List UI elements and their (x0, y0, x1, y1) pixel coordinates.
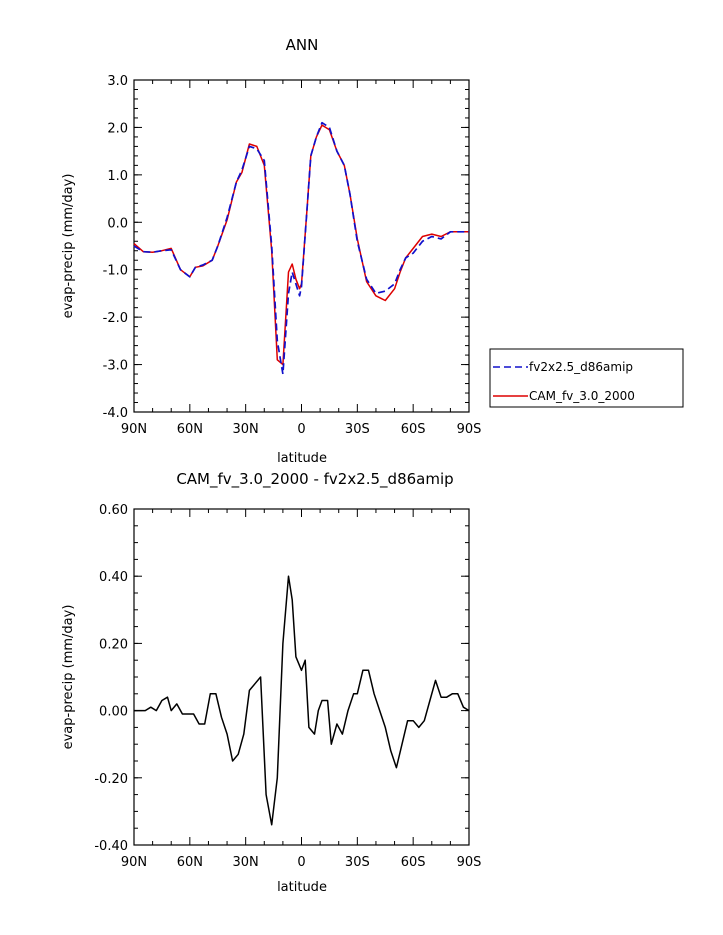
bottom-x-tick-label: 60S (401, 855, 426, 870)
top-y-axis-title: evap-precip (mm/day) (61, 174, 76, 319)
top-chart-title: ANN (286, 36, 319, 54)
top-y-tick-label: 2.0 (107, 121, 128, 136)
top-y-tick-label: 0.0 (107, 216, 128, 231)
series-line-bottom-difference (134, 575, 470, 826)
bottom-y-axis-title: evap-precip (mm/day) (61, 605, 76, 750)
top-y-tick-label: -3.0 (103, 359, 128, 374)
bottom-x-tick-label: 30N (233, 855, 259, 870)
bottom-x-tick-label: 90N (121, 855, 147, 870)
top-x-tick-label: 90S (457, 422, 482, 437)
bottom-x-tick-label: 90S (457, 855, 482, 870)
top-series (133, 121, 469, 375)
top-y-tick-label: 3.0 (107, 74, 128, 89)
top-plot-frame (133, 79, 470, 413)
bottom-x-tick-label: 0 (297, 855, 305, 870)
bottom-plot-frame (133, 508, 470, 846)
bottom-x-axis-title: latitude (277, 880, 327, 895)
bottom-x-tick-label: 60N (177, 855, 203, 870)
bottom-series (134, 575, 470, 826)
top-x-tick-label: 30N (233, 422, 259, 437)
top-y-tick-label: 1.0 (107, 169, 128, 184)
top-x-tick-label: 60S (401, 422, 426, 437)
top-x-tick-label: 90N (121, 422, 147, 437)
top-ticks: 90N 60N 30N 0 30S 60S 90S -4.0 -3.0 -2.0 -1.0 0.0 1.… (103, 74, 482, 437)
top-y-tick-label: -2.0 (103, 311, 128, 326)
legend-label-cam-fv-3-0-2000: CAM_fv_3.0_2000 (529, 389, 635, 403)
bottom-y-tick-label: -0.40 (94, 839, 128, 854)
bottom-y-tick-label: -0.20 (94, 772, 128, 787)
series-line-fv2x2-5-d86amip (133, 121, 469, 375)
legend: fv2x2.5_d86amip CAM_fv_3.0_2000 (489, 348, 684, 408)
bottom-y-tick-label: 0.40 (99, 570, 128, 585)
legend-box (489, 348, 684, 408)
top-x-tick-label: 60N (177, 422, 203, 437)
top-x-tick-label: 0 (297, 422, 305, 437)
top-y-tick-label: -4.0 (103, 406, 128, 421)
bottom-chart-title: CAM_fv_3.0_2000 - fv2x2.5_d86amip (176, 470, 453, 489)
bottom-ticks: 90N 60N 30N 0 30S 60S 90S -0.40 -0.20 0.00 0.20 0.4… (94, 503, 481, 870)
bottom-x-tick-label: 30S (345, 855, 370, 870)
top-x-tick-label: 30S (345, 422, 370, 437)
top-chart: ANN 90N 60N 30N 0 30S 60S 90S -4.0 -3.0 -2.0 -1.0 0… (61, 36, 481, 466)
top-y-tick-label: -1.0 (103, 264, 128, 279)
legend-label-fv2x2-5-d86amip: fv2x2.5_d86amip (529, 360, 633, 374)
bottom-chart: CAM_fv_3.0_2000 - fv2x2.5_d86amip 90N 60N… (61, 470, 481, 895)
bottom-y-tick-label: 0.20 (99, 637, 128, 652)
bottom-y-tick-label: 0.60 (99, 503, 128, 518)
top-x-axis-title: latitude (277, 451, 327, 466)
bottom-y-tick-label: 0.00 (99, 705, 128, 720)
